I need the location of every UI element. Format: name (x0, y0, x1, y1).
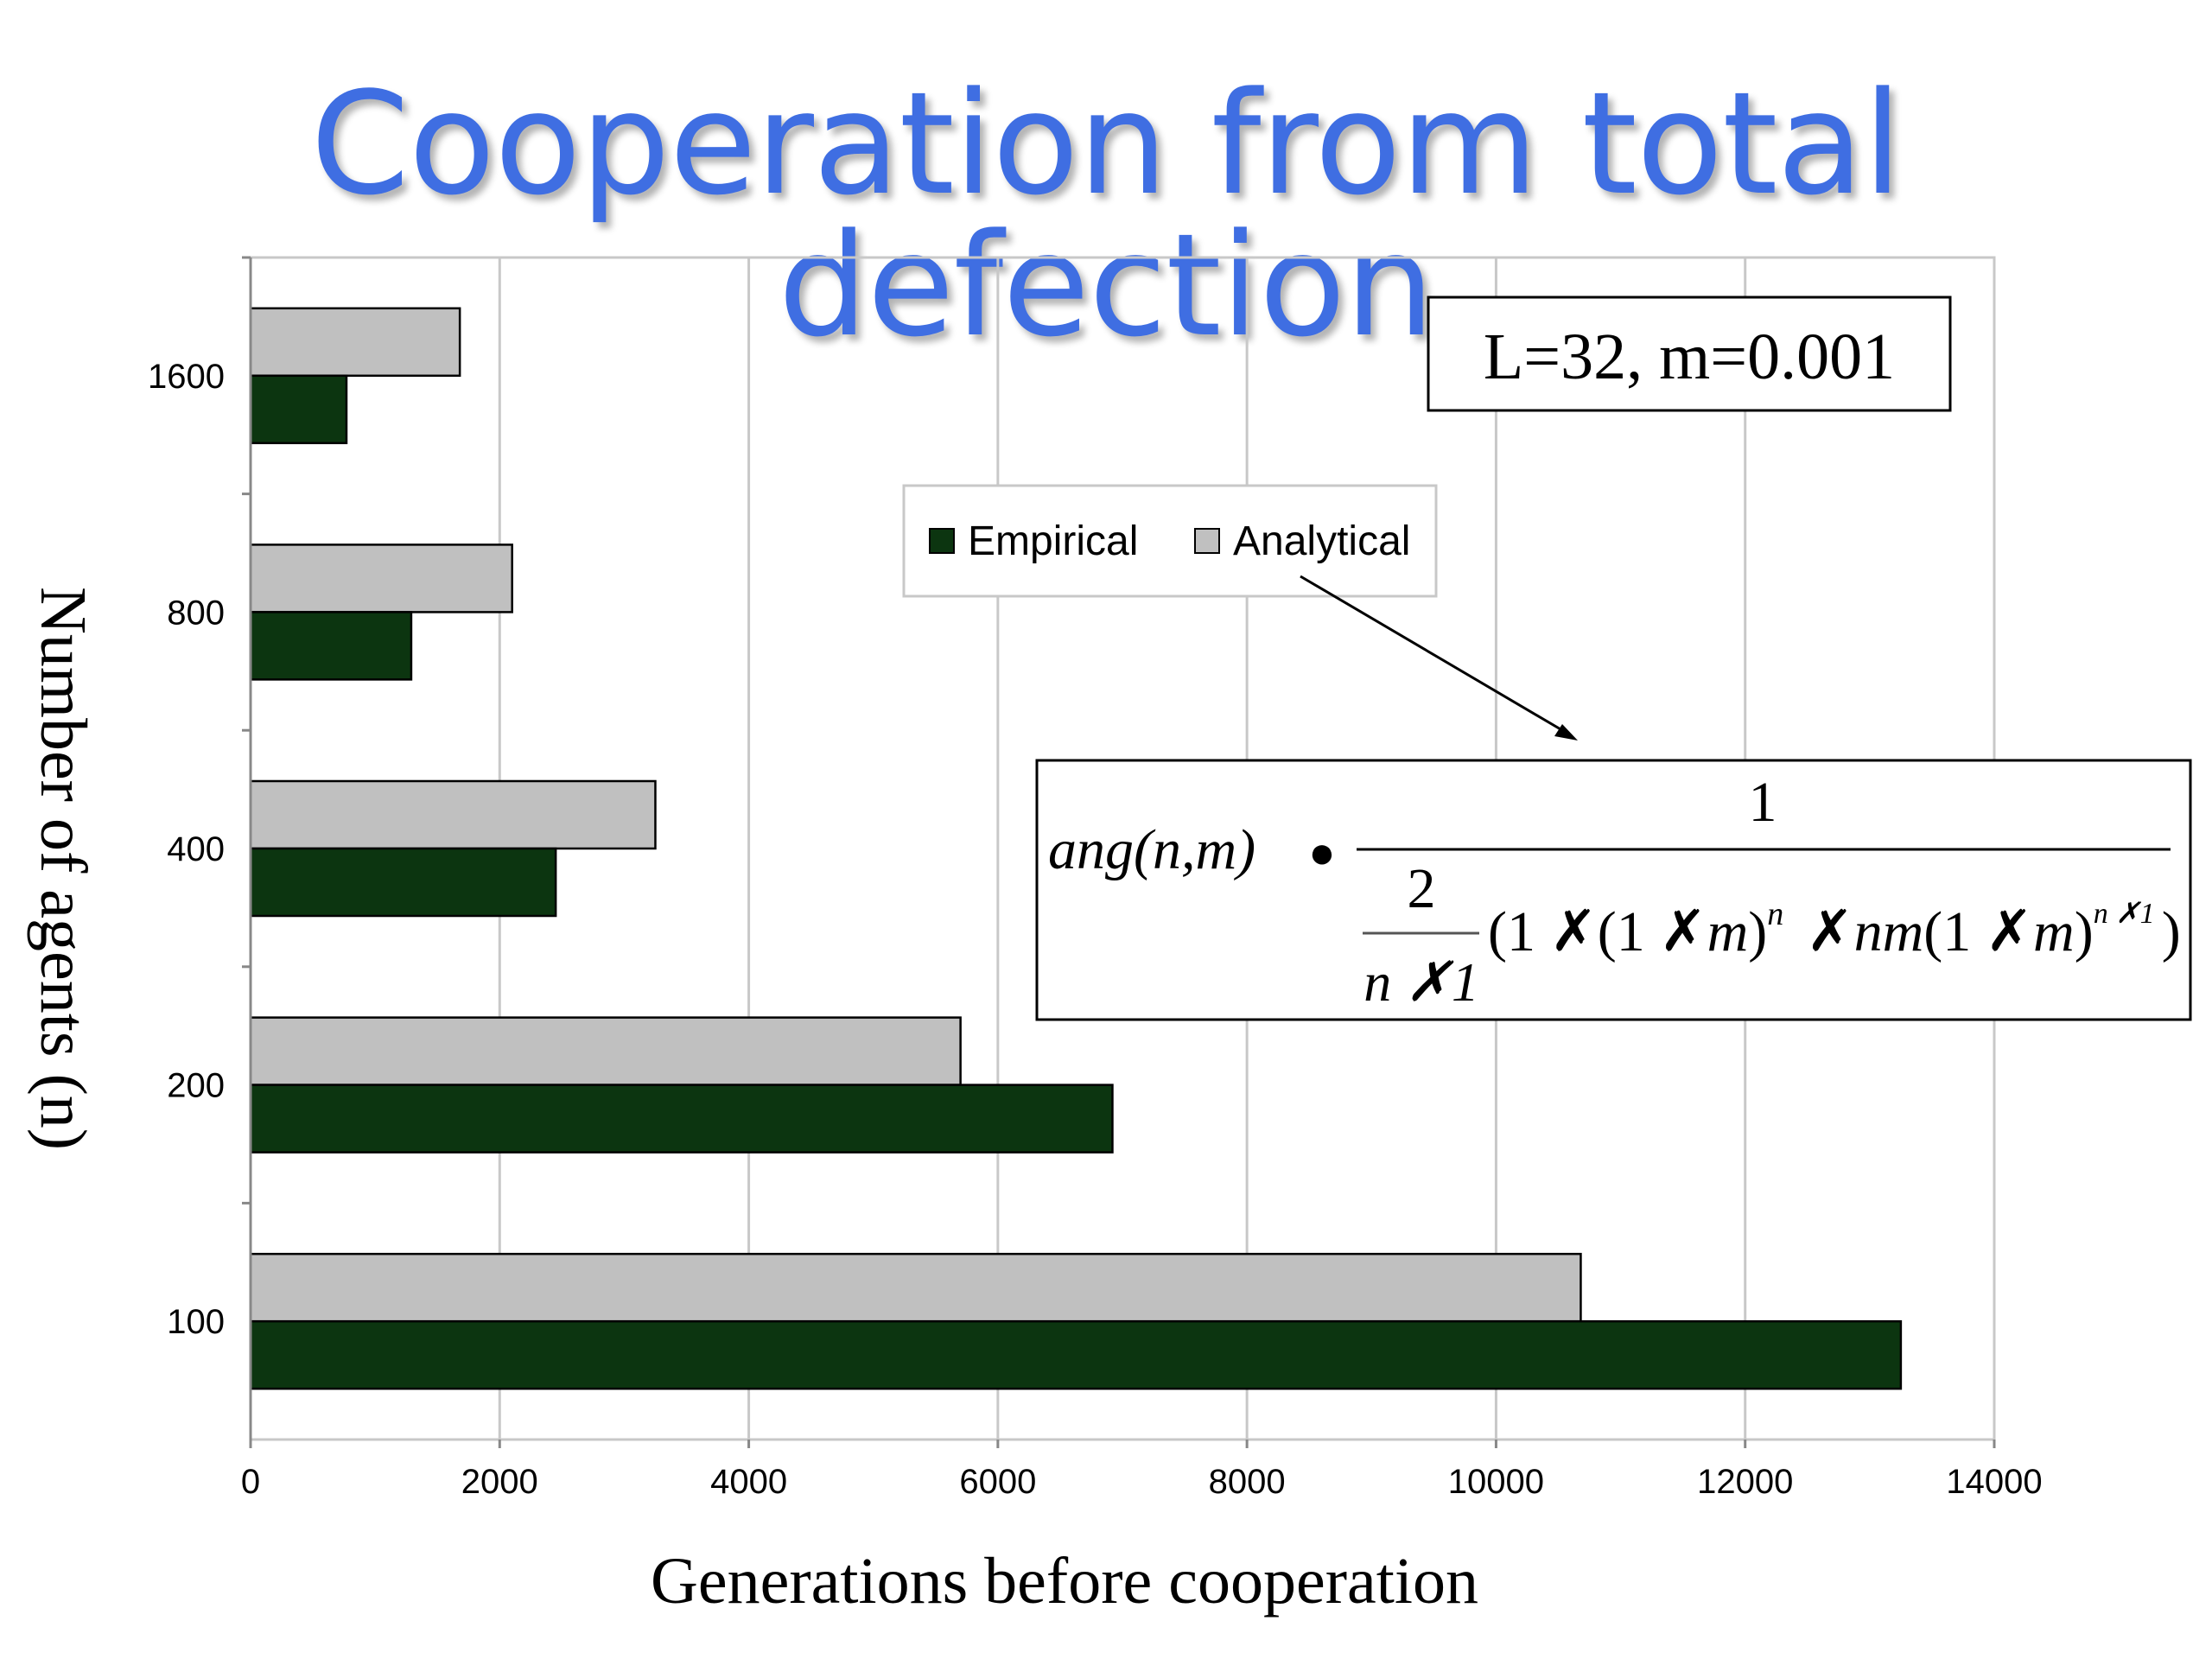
bar-analytical-100 (249, 1252, 1582, 1323)
x-tick-label-3: 6000 (959, 1463, 1036, 1501)
legend: Empirical Analytical (902, 484, 1438, 598)
param-annotation: L=32, m=0.001 (1427, 296, 1952, 412)
formula-numerator: 1 (1749, 771, 1777, 834)
legend-swatch-empirical (929, 528, 955, 554)
bar-analytical-200 (249, 1016, 962, 1086)
legend-box (902, 484, 1438, 598)
y-axis-title: Number of agents (n) (27, 587, 99, 1150)
formula-small-numerator: 2 (1408, 857, 1436, 920)
formula-box: ang(n,m) ● 1 2 n ✗1 (1 ✗(1 ✗m)n ✗nm(1 ✗m)… (1035, 759, 2192, 1021)
bar-analytical-400 (249, 779, 657, 850)
bar-empirical-200 (249, 1084, 1114, 1154)
x-tick-label-4: 8000 (1209, 1463, 1286, 1501)
y-tick-label-800: 800 (167, 594, 225, 632)
slide-title: Cooperation from total defection (310, 61, 1902, 368)
y-tick-labels: 100 200 400 800 1600 (148, 358, 225, 1341)
bar-empirical-400 (249, 847, 557, 918)
pointer-arrow (1300, 575, 1578, 741)
formula-small-denominator: n ✗1 (1363, 951, 1479, 1013)
bar-empirical-100 (249, 1319, 1903, 1390)
x-tick-label-7: 14000 (1946, 1463, 2042, 1501)
y-tick-label-400: 400 (167, 830, 225, 868)
x-tick-label-1: 2000 (461, 1463, 538, 1501)
formula-lhs: ang(n,m) (1048, 818, 1255, 881)
bar-analytical-1600 (249, 307, 461, 378)
x-tick-label-2: 4000 (710, 1463, 787, 1501)
param-box (1427, 296, 1952, 412)
x-tick-labels: 0 2000 4000 6000 8000 10000 12000 14000 (241, 1463, 2043, 1501)
x-tick-label-0: 0 (241, 1463, 260, 1501)
formula-equals-dot: ● (1308, 829, 1335, 878)
x-tick-label-6: 12000 (1697, 1463, 1793, 1501)
bar-analytical-800 (249, 543, 513, 613)
x-tick-label-5: 10000 (1448, 1463, 1544, 1501)
formula-denominator: (1 ✗(1 ✗m)n ✗nm(1 ✗m)n ✗1) (1488, 896, 2181, 963)
legend-swatch-analytical (1194, 528, 1220, 554)
y-tick-label-200: 200 (167, 1067, 225, 1105)
param-text: L=32, m=0.001 (1484, 321, 1895, 393)
legend-label-analytical: Analytical (1233, 518, 1410, 564)
axes (242, 256, 1996, 1448)
y-tick-label-100: 100 (167, 1303, 225, 1341)
bar-empirical-1600 (249, 374, 348, 445)
x-axis-title: Generations before cooperation (651, 1545, 1478, 1618)
legend-label-empirical: Empirical (968, 518, 1138, 564)
bar-empirical-800 (249, 611, 413, 681)
y-tick-label-1600: 1600 (148, 358, 225, 396)
bars (249, 307, 1903, 1390)
